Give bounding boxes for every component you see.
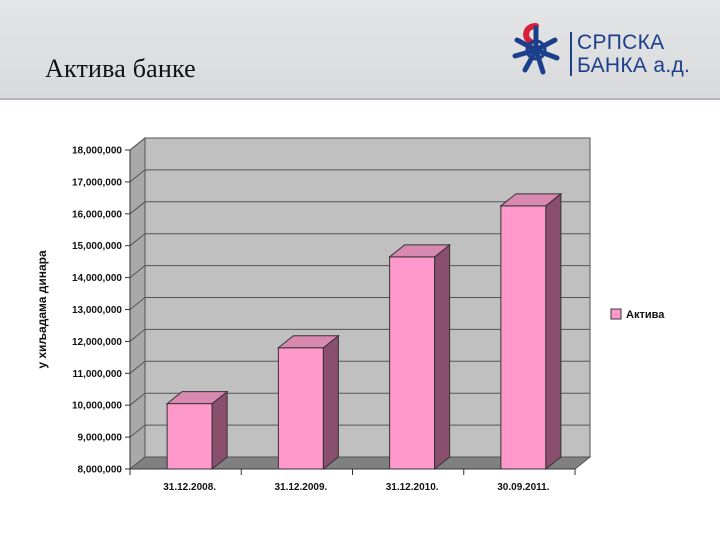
gridline: [129, 233, 590, 247]
bar: [389, 256, 436, 470]
y-tick-label: 16,000,000: [72, 209, 122, 220]
x-tick-label: 31.12.2010.: [386, 482, 439, 493]
slide-header: Актива банке СРПСКА БАНКА а.д.: [0, 0, 720, 100]
y-tick-label: 9,000,000: [78, 433, 123, 444]
y-tick-label: 13,000,000: [72, 305, 122, 316]
y-tick-label: 17,000,000: [72, 177, 122, 188]
bar: [277, 347, 324, 470]
y-tick-label: 10,000,000: [72, 401, 122, 412]
bar-top: [165, 391, 229, 405]
bar: [166, 403, 213, 470]
logo-wordmark: СРПСКА БАНКА а.д.: [577, 31, 690, 77]
slide-title: Актива банке: [45, 54, 196, 83]
bar-top: [276, 335, 340, 349]
bank-logo-emblem-icon: [512, 23, 560, 75]
y-tick-label: 14,000,000: [72, 273, 122, 284]
y-tick-label: 15,000,000: [72, 241, 122, 252]
y-tick-label: 8,000,000: [78, 465, 123, 476]
bar-top: [499, 193, 563, 207]
assets-bar-chart: 8,000,000 9,000,000 10,000,000 11,000,000 12…: [35, 136, 665, 493]
y-tick-label: 18,000,000: [72, 146, 122, 157]
logo-line-1: СРПСКА: [577, 31, 665, 54]
legend-swatch: [610, 308, 622, 320]
x-tick-label: 30.09.2011.: [497, 482, 549, 493]
y-tick-label: 11,000,000: [73, 369, 123, 380]
gridline: [129, 201, 590, 215]
bank-logo: СРПСКА БАНКА а.д.: [503, 18, 703, 82]
gridline: [129, 137, 590, 151]
bar-side: [322, 334, 339, 471]
gridline: [129, 169, 590, 183]
logo-line-2: БАНКА а.д.: [577, 54, 691, 77]
y-axis-title: у хиљадама динара: [35, 250, 49, 369]
y-tick-label: 12,000,000: [72, 337, 122, 348]
x-tick-label: 31.12.2008.: [163, 482, 216, 493]
x-tick-label: 31.12.2009.: [274, 482, 327, 493]
logo-divider: [570, 32, 572, 76]
bar-side: [434, 243, 451, 471]
bar-side: [211, 390, 228, 471]
legend-label: Актива: [626, 309, 665, 321]
bar-side: [545, 192, 562, 471]
bar-top: [388, 244, 452, 258]
bar: [500, 205, 547, 470]
